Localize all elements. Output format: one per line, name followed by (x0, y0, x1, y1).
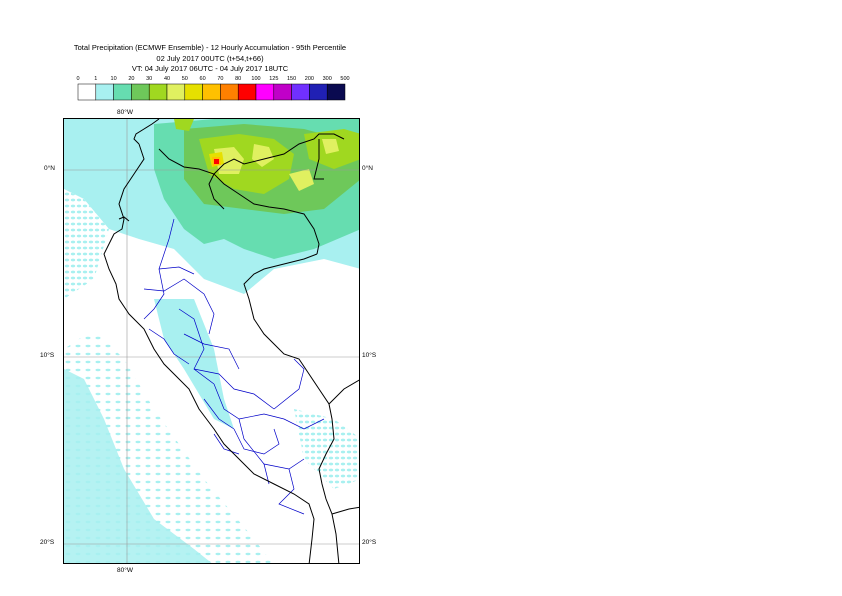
title-line-2: 02 July 2017 00UTC (t+54,t+66) (156, 54, 264, 63)
lat-label-20s-left: 20°S (40, 539, 55, 546)
color-legend: 0 1 10 20 30 40 50 60 70 80 100 125 150 200 300 500 (76, 76, 350, 101)
legend-tick-label: 125 (269, 76, 278, 82)
title-line-1: Total Precipitation (ECMWF Ensemble) - 1… (73, 43, 347, 52)
legend-swatch (237, 83, 257, 101)
legend-tick-label: 100 (251, 76, 260, 82)
lat-label-eq-right: 0°N (362, 165, 373, 172)
legend-tick-label: 0 (76, 76, 79, 82)
legend-swatch (148, 83, 168, 101)
legend-swatch (220, 83, 239, 101)
legend-tick-label: 20 (128, 76, 134, 82)
legend-swatch (202, 83, 221, 101)
legend-tick-label: 50 (182, 76, 188, 82)
legend-tick-label: 200 (305, 76, 314, 82)
legend-swatch (326, 83, 346, 101)
legend-tick-label: 70 (217, 76, 223, 82)
lon-label-top: 80°W (117, 109, 133, 116)
legend-swatch (166, 83, 186, 101)
legend-swatch (273, 83, 292, 101)
legend-swatch (77, 83, 97, 101)
legend-swatch (113, 83, 132, 101)
precip-field-moderate (154, 119, 359, 259)
legend-swatch (184, 83, 203, 101)
admin-boundaries (143, 218, 325, 515)
legend-tick-label: 300 (323, 76, 332, 82)
lat-label-eq-left: 0°N (44, 165, 55, 172)
legend-tick-label: 10 (111, 76, 117, 82)
map-panel (63, 118, 360, 564)
legend-tick-label: 60 (200, 76, 206, 82)
lat-label-10s-right: 10°S (362, 352, 377, 359)
legend-tick-label: 30 (146, 76, 152, 82)
legend-swatch (309, 83, 328, 101)
legend-swatch (291, 83, 310, 101)
precipitation-map (64, 119, 359, 563)
lat-label-20s-right: 20°S (362, 539, 377, 546)
legend-tick-label: 80 (235, 76, 241, 82)
lat-label-10s-left: 10°S (40, 352, 55, 359)
title-line-3: VT: 04 July 2017 06UTC - 04 July 2017 18… (131, 64, 289, 73)
legend-tick-label: 150 (287, 76, 296, 82)
lon-label-bottom: 80°W (117, 567, 133, 574)
legend-swatch (255, 83, 275, 101)
legend-tick-label: 40 (164, 76, 170, 82)
legend-swatch (131, 83, 150, 101)
legend-tick-label: 500 (340, 76, 349, 82)
legend-tick-label: 1 (94, 76, 97, 82)
coastline-borders (103, 119, 359, 563)
legend-swatch (95, 83, 114, 101)
